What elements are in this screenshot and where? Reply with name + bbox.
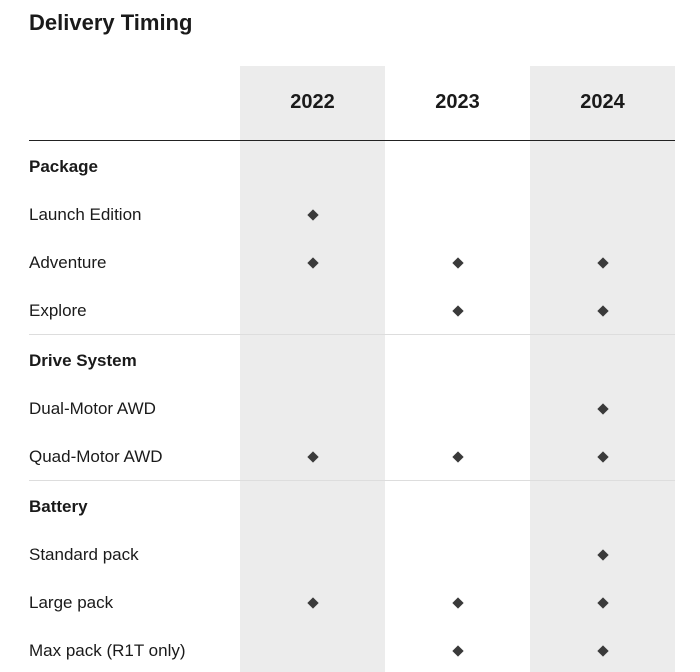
column-header: 2023 [435, 91, 480, 113]
column-header: 2022 [290, 91, 335, 113]
row-label: Quad-Motor AWD [29, 447, 163, 466]
section-divider [29, 334, 675, 335]
column-background [530, 66, 675, 672]
availability-marker [451, 451, 464, 463]
column-background [240, 66, 385, 672]
row-label: Dual-Motor AWD [29, 399, 156, 418]
page-title: Delivery Timing [29, 10, 193, 35]
row-label: Explore [29, 301, 87, 320]
row-label: Large pack [29, 593, 114, 612]
availability-marker [451, 257, 464, 269]
header-rule [29, 140, 675, 141]
section-divider [29, 480, 675, 481]
section-header: Package [29, 157, 98, 176]
row-label: Adventure [29, 253, 107, 272]
row-label: Launch Edition [29, 205, 142, 224]
column-header: 2024 [580, 91, 625, 113]
row-label: Max pack (R1T only) [29, 641, 186, 660]
availability-marker [451, 305, 464, 317]
section-header: Drive System [29, 351, 137, 370]
availability-marker [451, 645, 464, 657]
row-label: Standard pack [29, 545, 139, 564]
section-header: Battery [29, 497, 88, 516]
availability-marker [451, 597, 464, 609]
